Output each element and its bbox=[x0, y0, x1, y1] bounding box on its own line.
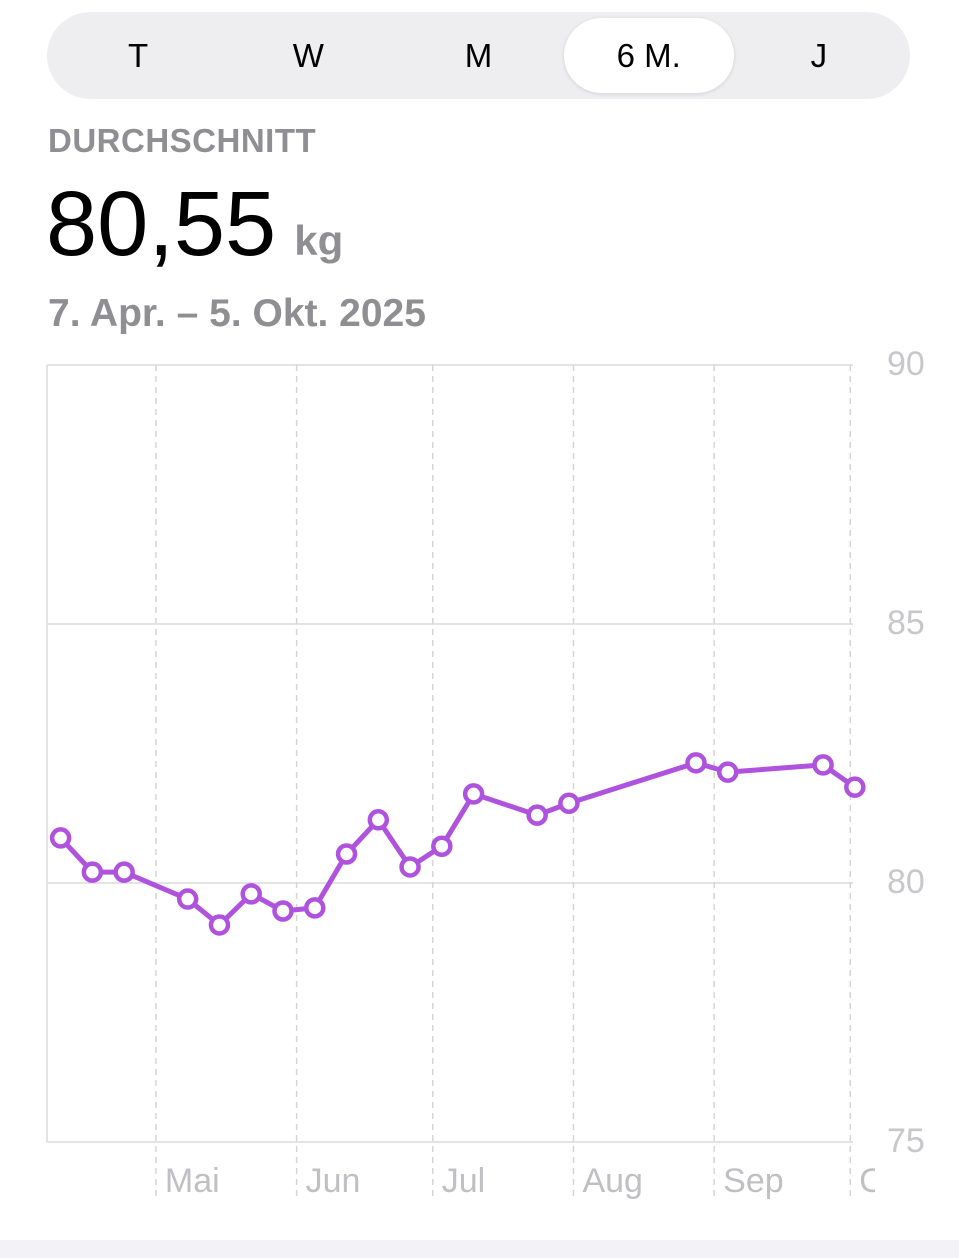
data-point bbox=[844, 776, 866, 798]
data-point bbox=[176, 888, 199, 910]
segment-button[interactable]: W bbox=[292, 37, 324, 74]
data-point bbox=[272, 900, 294, 922]
data-point bbox=[399, 856, 421, 878]
x-tick-label: Jun bbox=[306, 1162, 361, 1200]
data-point bbox=[81, 861, 104, 883]
data-point bbox=[812, 754, 834, 776]
data-point bbox=[685, 752, 707, 774]
data-point bbox=[208, 914, 231, 936]
bottom-bar bbox=[0, 1240, 959, 1258]
data-point bbox=[462, 783, 485, 805]
value: 80,55 bbox=[46, 173, 277, 275]
x-tick-label: Jul bbox=[442, 1162, 485, 1200]
data-point bbox=[717, 761, 739, 783]
data-point bbox=[526, 804, 548, 826]
y-tick-label: 80 bbox=[887, 863, 925, 901]
y-tick-label: 85 bbox=[887, 604, 925, 642]
segment-button[interactable]: T bbox=[128, 37, 149, 74]
data-point bbox=[558, 792, 580, 814]
y-tick-label: 90 bbox=[887, 345, 925, 383]
data-point bbox=[113, 861, 135, 883]
segment-button[interactable]: J bbox=[810, 37, 828, 74]
date-range: 7. Apr. – 5. Okt. 2025 bbox=[48, 292, 426, 335]
data-point bbox=[431, 835, 453, 857]
x-tick-label: Mai bbox=[165, 1162, 220, 1200]
data-point bbox=[240, 883, 262, 905]
y-tick-label: 75 bbox=[887, 1122, 925, 1160]
data-point bbox=[335, 843, 358, 865]
stat-value: 80,55 kg bbox=[46, 172, 343, 277]
x-tick-label: Okt bbox=[859, 1162, 912, 1200]
x-axis: Mai Jun Jul Aug Sep Okt bbox=[155, 365, 912, 1200]
segmented-control: T W M 6 M. J bbox=[47, 12, 910, 99]
segment-button[interactable]: M bbox=[464, 37, 493, 74]
x-tick-label: Aug bbox=[582, 1162, 643, 1200]
segment-button[interactable]: 6 M. bbox=[563, 18, 734, 93]
unit: kg bbox=[294, 217, 344, 264]
stat-label: DURCHSCHNITT bbox=[48, 122, 317, 159]
data-point bbox=[304, 897, 326, 919]
data-point bbox=[367, 809, 390, 831]
data-point bbox=[49, 827, 72, 849]
x-tick-label: Sep bbox=[723, 1162, 784, 1200]
